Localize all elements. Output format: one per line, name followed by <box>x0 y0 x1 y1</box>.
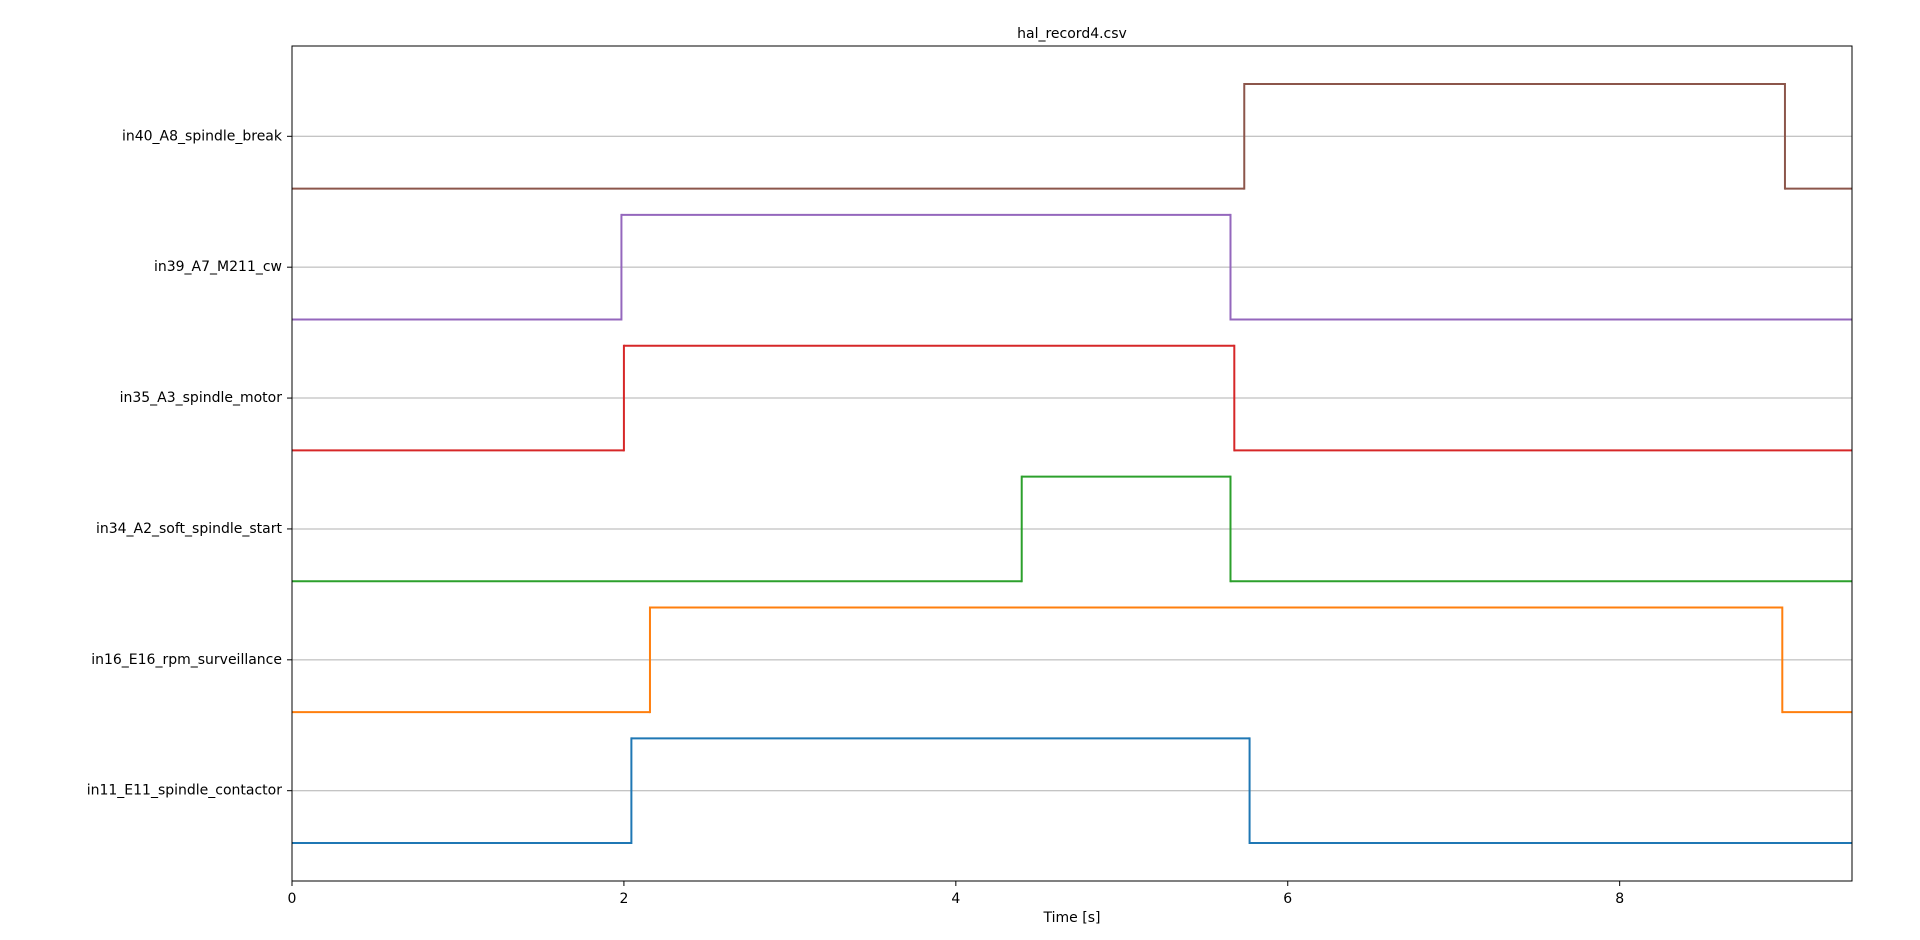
x-axis-label: Time [s] <box>1043 910 1101 926</box>
x-tick-label: 0 <box>288 891 297 907</box>
x-tick-label: 6 <box>1283 891 1292 907</box>
x-tick-label: 4 <box>951 891 960 907</box>
y-tick-label: in40_A8_spindle_break <box>122 128 283 144</box>
y-tick-label: in35_A3_spindle_motor <box>120 390 283 406</box>
x-tick-label: 2 <box>619 891 628 907</box>
plot-frame <box>291 45 1853 882</box>
x-tick-label: 8 <box>1615 891 1624 907</box>
y-tick-label: in39_A7_M211_cw <box>154 259 282 275</box>
chart-title: hal_record4.csv <box>1017 26 1127 42</box>
y-tick-label: in16_E16_rpm_surveillance <box>91 652 282 668</box>
y-tick-label: in11_E11_spindle_contactor <box>87 783 283 799</box>
y-tick-label: in34_A2_soft_spindle_start <box>96 521 283 537</box>
